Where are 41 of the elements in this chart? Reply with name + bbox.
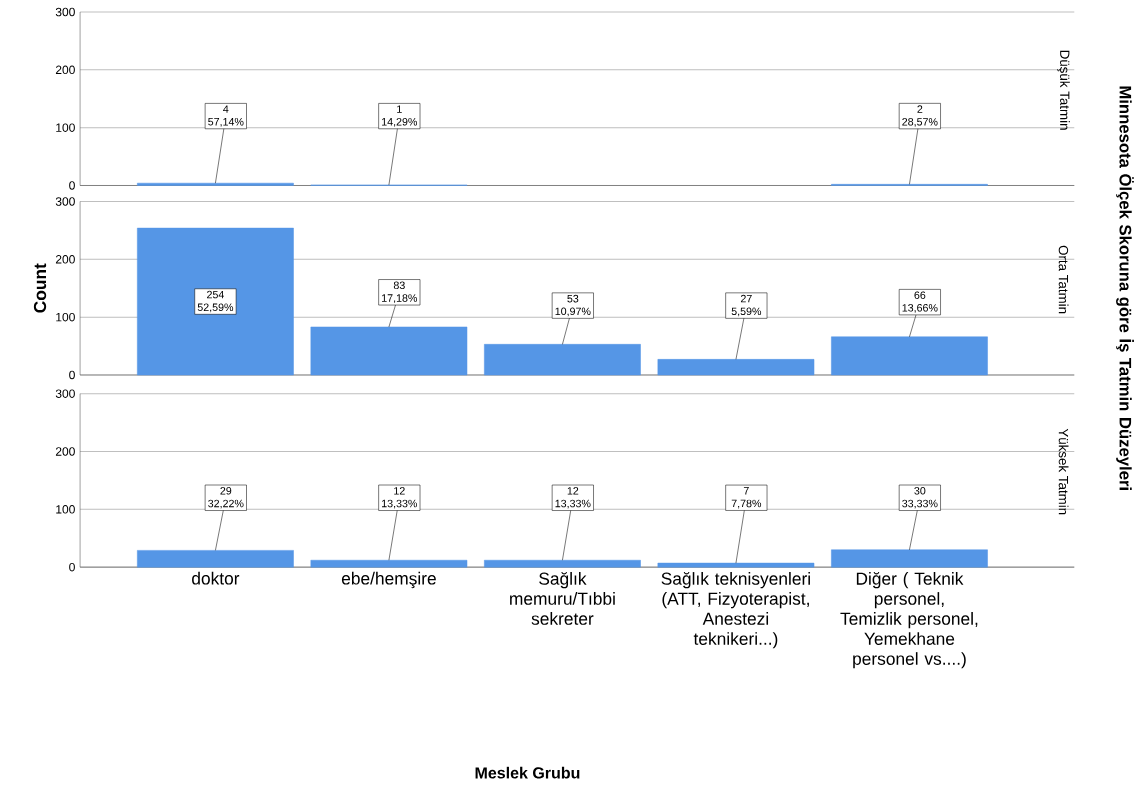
y-tick-label: 100 [56,505,75,514]
x-tick-label: doktor [192,571,240,585]
data-label: 4 57,14% [208,105,244,127]
data-label: 12 13,33% [555,487,591,509]
data-label: 29 32,22% [208,487,244,509]
y-tick-label: 300 [55,389,75,398]
x-axis-title: Meslek Grubu [475,766,580,779]
bar [484,344,641,376]
text: Orta Tatmin [1058,245,1069,314]
data-label: 66 13,66% [902,291,938,313]
bar [310,326,468,376]
bar [137,227,294,376]
x-tick-label: Diğer ( Teknik personel, Temizlik personel, Yemekhane personel vs....) [840,571,978,669]
x-tick-label: Sağlık teknisyenleri (ATT, Fizyoterapist, Anestezi teknikeri...) [661,571,810,649]
y-tick-label: 0 [69,370,75,380]
y-tick-label: 300 [55,197,75,206]
y-tick-label: 100 [56,312,75,322]
x-tick-label: Sağlık memuru/Tıbbi sekreter [510,571,615,625]
data-label: 53 10,97% [555,294,591,317]
y-axis-title: Count [33,263,47,313]
bar [657,359,815,376]
y-tick-label: 200 [55,65,75,75]
text: Yüksek Tatmin [1058,428,1069,515]
data-label: 83 17,18% [382,281,418,304]
data-label: 7 7,78% [731,487,762,509]
data-label: 1 14,29% [382,105,418,127]
y-tick-label: 200 [55,255,75,264]
y-tick-label: 100 [56,123,75,132]
y-tick-label: 0 [69,562,75,572]
data-label: 2 28,57% [902,105,938,127]
y-tick-label: 300 [55,7,75,17]
data-label: 12 13,33% [382,487,418,509]
x-tick-label: ebe/hemşire [341,571,436,589]
text: Düşük Tatmin [1057,50,1070,130]
bar [831,336,988,376]
y-tick-label: 200 [55,447,75,456]
data-label: 27 5,59% [731,294,762,317]
data-label: 254 52,59% [197,290,234,313]
data-label: 30 33,33% [902,487,938,509]
y2-axis-title: Minnesota Ölçek Skoruna göre İş Tatmin Düzeyleri [1116,86,1134,490]
y-tick-label: 0 [69,181,75,190]
